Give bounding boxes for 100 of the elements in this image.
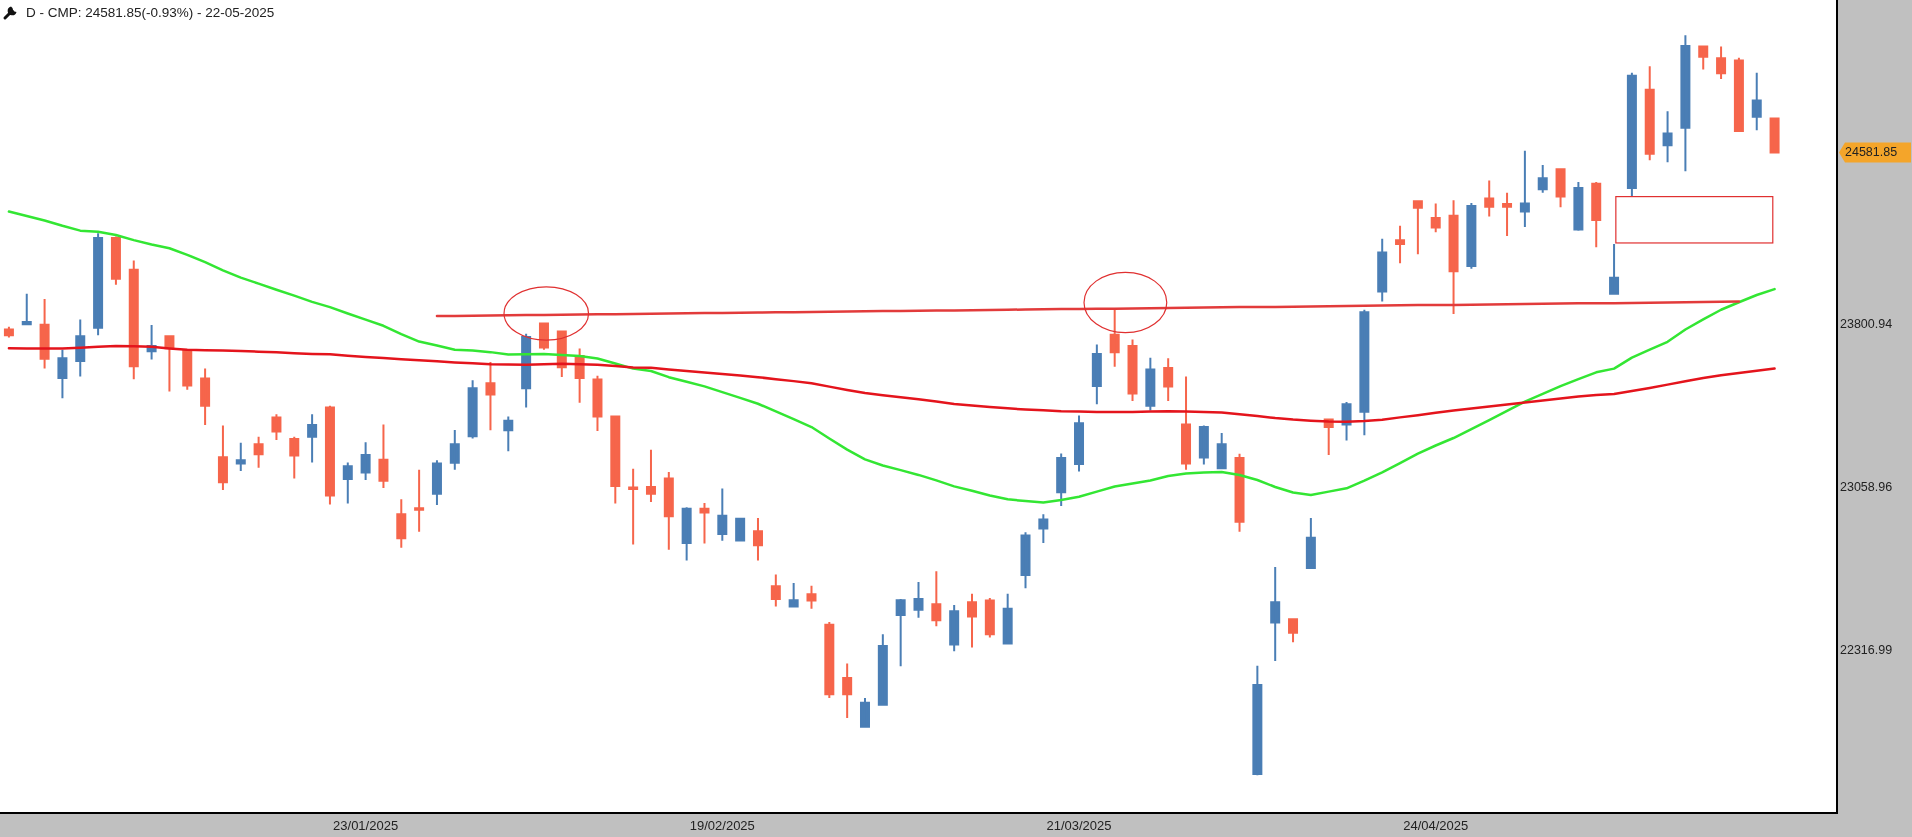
line-series	[7, 344, 1776, 424]
candlestick	[1163, 357, 1174, 402]
candlestick	[949, 603, 960, 653]
candlestick	[360, 441, 371, 481]
candlestick	[21, 292, 32, 326]
candlestick	[1769, 116, 1780, 155]
chart-title: D - CMP: 24581.85(-0.93%) - 22-05-2025	[26, 4, 275, 20]
candlestick	[93, 232, 104, 337]
candlestick	[1216, 431, 1227, 470]
text: 24581.85	[1845, 145, 1898, 160]
candlestick	[1680, 34, 1691, 173]
candlestick	[431, 459, 442, 507]
candlestick	[895, 598, 906, 668]
candlestick	[824, 621, 835, 699]
candlestick	[1198, 424, 1209, 466]
candlestick	[485, 361, 496, 432]
candlestick	[592, 374, 603, 432]
candlestick	[271, 413, 282, 441]
candlestick	[1644, 65, 1655, 162]
candlestick	[913, 580, 924, 619]
candlestick	[1430, 202, 1441, 234]
candlestick	[1412, 199, 1423, 256]
candlestick	[289, 435, 300, 480]
y-tick-label: 23058.96	[1840, 480, 1893, 495]
candlestick	[342, 461, 353, 505]
candlestick	[1537, 163, 1548, 194]
x-tick-label: 24/04/2025	[1403, 817, 1469, 833]
candlestick	[75, 318, 86, 378]
candlestick	[1502, 191, 1513, 237]
candlestick	[681, 506, 692, 562]
candlestick	[1234, 452, 1245, 533]
candlestick	[1751, 71, 1762, 132]
candlestick	[128, 259, 139, 381]
candlestick	[752, 516, 763, 562]
candlestick	[663, 471, 674, 551]
candlestick	[645, 448, 656, 503]
candlestick	[1591, 181, 1602, 249]
candlestick	[1716, 45, 1727, 81]
candlestick	[1181, 375, 1192, 471]
candlestick	[1466, 201, 1477, 270]
candlestick	[931, 570, 942, 628]
candlestick	[1359, 308, 1370, 437]
candlestick	[1448, 199, 1459, 315]
candlestick	[503, 415, 514, 453]
candlestick	[1270, 565, 1281, 662]
candlestick	[1698, 44, 1709, 71]
candlestick	[414, 468, 425, 533]
candlestick	[1609, 243, 1620, 296]
candlestick	[1127, 338, 1138, 402]
candlestick	[967, 592, 977, 649]
candlestick	[307, 413, 318, 464]
candlestick	[253, 435, 264, 469]
candlestick	[110, 235, 121, 286]
candlestick	[1395, 224, 1406, 265]
candlestick	[1074, 414, 1085, 473]
candlestick	[1002, 592, 1013, 645]
candlestick	[1145, 356, 1156, 412]
x-tick-label: 19/02/2025	[689, 817, 755, 833]
candlestick	[877, 633, 888, 707]
candlestick	[378, 423, 389, 490]
candlestick	[200, 367, 211, 427]
y-tick-label: 22316.99	[1840, 643, 1893, 658]
candlestick	[217, 424, 228, 492]
candlestick	[770, 573, 781, 608]
candlestick	[1555, 167, 1566, 209]
candlestick	[1020, 531, 1031, 590]
candlestick	[1038, 513, 1049, 545]
candlestick	[57, 348, 68, 400]
x-tick-label: 21/03/2025	[1046, 817, 1112, 833]
candlestick	[1056, 452, 1067, 508]
candlestick	[806, 584, 817, 610]
candlestick	[788, 582, 799, 609]
candlestick	[1626, 71, 1637, 197]
candlestick	[1305, 516, 1316, 570]
candlestick	[164, 334, 175, 393]
candlestick	[449, 428, 460, 471]
line-series	[7, 210, 1776, 504]
candlestick	[1484, 179, 1495, 218]
candlestick	[3, 325, 14, 339]
line-series	[435, 300, 1741, 318]
candlestick	[610, 414, 621, 505]
candlestick	[396, 498, 407, 549]
candlestick	[1377, 237, 1388, 303]
candlestick	[467, 379, 478, 440]
candlestick	[628, 467, 639, 546]
candlestick	[842, 662, 853, 720]
candlestick	[735, 516, 746, 543]
candlestick	[1733, 56, 1744, 134]
x-tick-label: 23/01/2025	[333, 817, 399, 833]
candlestick	[1091, 343, 1102, 406]
candlestick	[1109, 307, 1120, 368]
candlestick	[324, 404, 335, 506]
candlestick	[699, 502, 710, 545]
y-tick-label: 23800.94	[1840, 317, 1893, 332]
candlestick	[1573, 181, 1584, 232]
candlestick	[235, 441, 246, 472]
candlestick	[860, 696, 870, 729]
candlestick	[984, 596, 995, 639]
candlestick	[182, 348, 193, 391]
candlestick	[717, 487, 728, 542]
